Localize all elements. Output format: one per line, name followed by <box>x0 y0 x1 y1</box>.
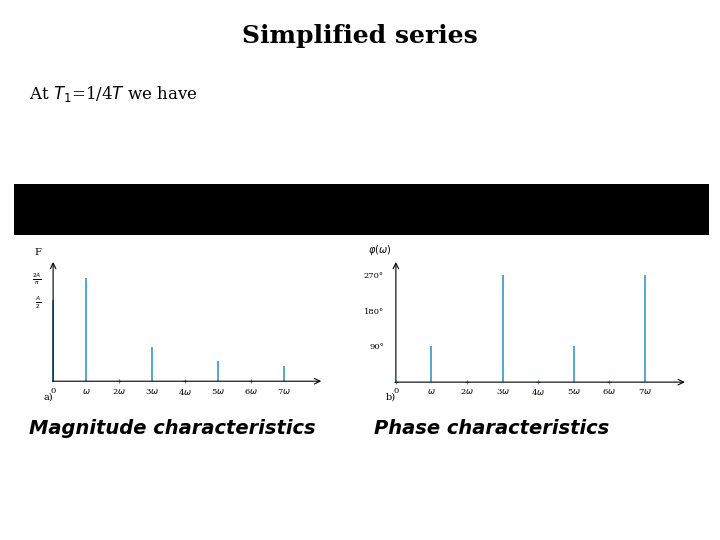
Text: b): b) <box>386 392 396 401</box>
Text: $\varphi(\omega)$: $\varphi(\omega)$ <box>368 243 392 256</box>
Text: Magnitude characteristics: Magnitude characteristics <box>29 418 315 437</box>
Text: Phase characteristics: Phase characteristics <box>374 418 610 437</box>
Text: a): a) <box>44 393 53 402</box>
Text: Simplified series: Simplified series <box>242 24 478 48</box>
Text: F: F <box>35 248 42 256</box>
Text: At $T_1$=1/4$T$ we have: At $T_1$=1/4$T$ we have <box>29 84 197 104</box>
